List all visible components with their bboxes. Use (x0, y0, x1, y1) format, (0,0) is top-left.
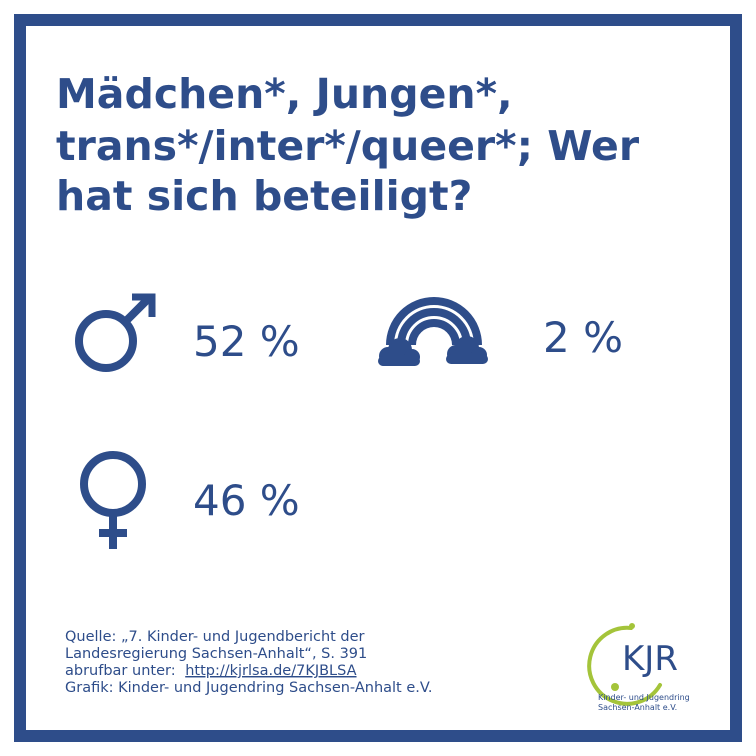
male-icon (75, 293, 156, 372)
stat-label: 2 % (543, 313, 623, 362)
female-icon (80, 451, 146, 549)
logo-mark: KJR (622, 639, 678, 679)
stat-label: 46 % (193, 476, 300, 525)
title-line: trans*/inter*/queer*; Wer (56, 122, 640, 170)
source-line: Landesregierung Sachsen-Anhalt“, S. 391 (65, 646, 367, 662)
rainbow-icon (378, 297, 488, 366)
source-line: abrufbar unter: http://kjrlsa.de/7KJBLSA (65, 663, 357, 679)
stat-label: 52 % (193, 317, 300, 366)
logo-text: Kinder- und Jugendring (598, 693, 690, 702)
title-line: Mädchen*, Jungen*, (56, 70, 513, 118)
source-prefix: abrufbar unter: (65, 663, 176, 679)
source-link[interactable]: http://kjrlsa.de/7KJBLSA (185, 663, 356, 679)
source-line: Grafik: Kinder- und Jugendring Sachsen-A… (65, 680, 433, 696)
logo-text: Sachsen-Anhalt e.V. (598, 703, 677, 712)
frame (14, 14, 742, 742)
source-line: Quelle: „7. Kinder- und Jugendbericht de… (65, 629, 365, 645)
title-line: hat sich beteiligt? (56, 172, 472, 220)
logo: KJR Kinder- und Jugendring Sachsen-Anhal… (587, 623, 690, 712)
